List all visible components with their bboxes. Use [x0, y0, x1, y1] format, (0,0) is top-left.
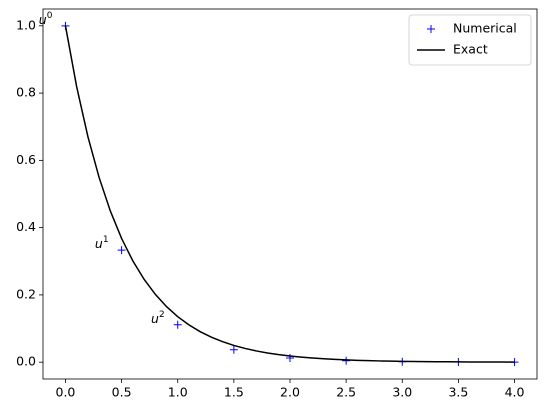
x-tick-label: 2.5 [336, 385, 356, 400]
y-tick-label: 0.8 [16, 85, 36, 100]
marker [342, 356, 351, 365]
annotation: u2 [151, 309, 165, 325]
marker [117, 246, 126, 255]
marker [229, 345, 238, 354]
annotation-sup: 0 [47, 10, 53, 20]
axes-frame [42, 8, 538, 380]
annotation-base: u [95, 236, 103, 251]
legend-label: Numerical [453, 21, 517, 36]
x-tick-label: 0.5 [112, 385, 132, 400]
y-tick-label: 0.4 [16, 219, 36, 234]
y-tick-label: 0.6 [16, 152, 36, 167]
x-tick-label: 3.0 [392, 385, 412, 400]
y-tick-label: 0.2 [16, 286, 36, 301]
annotation-base: u [151, 310, 159, 325]
x-tick-label: 3.5 [448, 385, 468, 400]
annotation: u1 [95, 235, 109, 251]
x-tick-label: 4.0 [505, 385, 525, 400]
y-tick-label: 1.0 [16, 17, 36, 32]
legend-marker [427, 25, 435, 33]
annotation: u0 [39, 10, 53, 26]
annotation-sup: 2 [159, 309, 165, 319]
x-tick-label: 1.0 [168, 385, 188, 400]
legend-label: Exact [453, 42, 488, 57]
x-tick-label: 2.0 [280, 385, 300, 400]
legend-box [408, 14, 532, 66]
x-tick-label: 0.0 [56, 385, 76, 400]
annotation-sup: 1 [103, 235, 109, 245]
marker [173, 320, 182, 329]
x-tick-label: 1.5 [224, 385, 244, 400]
y-tick-label: 0.0 [16, 354, 36, 369]
line [64, 25, 515, 363]
